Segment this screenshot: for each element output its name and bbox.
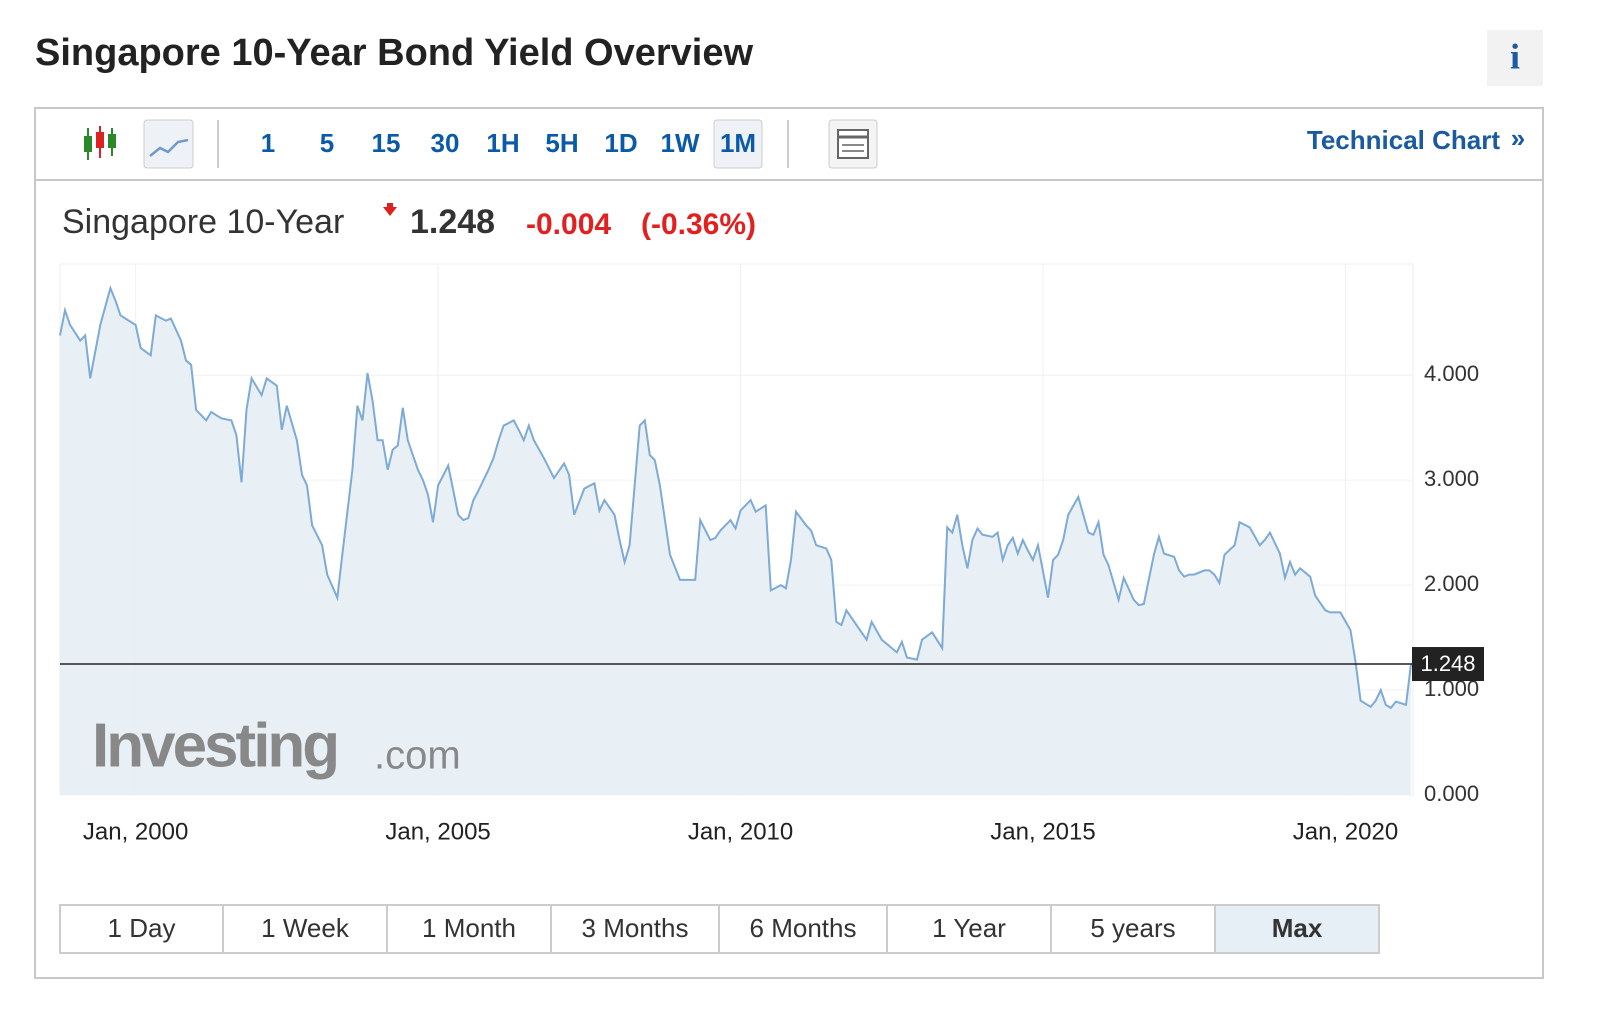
x-tick-label: Jan, 2000 [83,818,188,845]
interval-label: 1W [661,128,700,158]
icon-part [84,136,92,152]
range-bg [222,904,388,954]
area [60,288,1411,795]
range-label: 3 Months [582,913,689,943]
technical-chart-link[interactable]: Technical Chart » [1307,123,1525,155]
interval-button[interactable]: 1M [713,119,763,169]
range-label: 1 Week [261,913,350,943]
range-bg [1050,904,1216,954]
info-icon: i [1510,36,1520,76]
quote-name: Singapore 10-Year [62,203,344,241]
line-chart-icon[interactable] [143,119,194,169]
active-bg [713,119,763,169]
y-tick-label: 3.000 [1424,466,1479,491]
range-label: 1 Month [422,913,516,943]
link-arrow: » [1511,123,1525,153]
interval-button[interactable]: 15 [372,128,401,158]
range-label: 6 Months [750,913,857,943]
watermark-domain: .com [374,734,461,778]
table-icon[interactable] [828,119,878,169]
interval-button[interactable]: 1D [604,128,637,158]
x-tick-label: Jan, 2005 [385,818,490,845]
icon-part [108,134,116,148]
buttons: 1 5 15 30 1H 5H 1D 1W 1M1 Day 1 Week 1 Month 3 Mont… [59,119,1380,954]
quote-price: 1.248 [410,203,495,241]
range-bg [1214,904,1380,954]
info-bg [1487,30,1543,86]
quote-change: -0.004 [526,208,611,241]
range-button[interactable]: 5 years [1050,904,1216,954]
y-tick-label: 4.000 [1424,361,1479,386]
interval-button[interactable]: 1 [261,128,275,158]
interval-label: 1 [261,128,275,158]
interval-label: 1H [486,128,519,158]
interval-button[interactable]: 30 [431,128,460,158]
x-tick-label: Jan, 2020 [1293,818,1398,845]
interval-label: 5 [320,128,334,158]
range-label: 1 Year [932,913,1006,943]
interval-button[interactable]: 1W [661,128,700,158]
range-button[interactable]: 1 Day [59,904,224,954]
interval-button[interactable]: 5 [320,128,334,158]
range-bg [59,904,224,954]
x-tick-label: Jan, 2015 [990,818,1095,845]
range-label: Max [1272,913,1323,943]
interval-label: 30 [431,128,460,158]
y-tick-label: 2.000 [1424,571,1479,596]
range-button[interactable]: 6 Months [718,904,888,954]
x-tick-label: Jan, 2010 [688,818,793,845]
range-bg [550,904,720,954]
range-button[interactable]: 3 Months [550,904,720,954]
y-tick-label: 0.000 [1424,781,1479,806]
interval-button[interactable]: 5H [545,128,578,158]
interval-label: 1M [720,128,756,158]
range-button[interactable]: 1 Week [222,904,388,954]
info-button[interactable]: i [1487,30,1543,86]
link-text: Technical Chart [1307,125,1500,155]
range-label: 1 Day [108,913,176,943]
candle-icon[interactable] [84,126,116,160]
interval-button[interactable]: 1H [486,128,519,158]
page-title: Singapore 10-Year Bond Yield Overview [35,32,753,74]
range-bg [386,904,552,954]
interval-label: 5H [545,128,578,158]
range-button[interactable]: 1 Year [886,904,1052,954]
price-tag-label: 1.248 [1420,651,1475,676]
range-bg [718,904,888,954]
interval-label: 1D [604,128,637,158]
icon-part [96,132,104,148]
down-arrow [383,207,397,216]
watermark: Investing [92,711,337,780]
widget-frame [34,107,1544,979]
quote-change-percent: (-0.36%) [641,208,756,241]
range-button[interactable]: Max [1214,904,1380,954]
down-arrow-stem [387,203,393,208]
range-button[interactable]: 1 Month [386,904,552,954]
icon-box [143,119,194,169]
range-label: 5 years [1090,913,1175,943]
interval-label: 15 [372,128,401,158]
icon-part [149,138,189,157]
line [59,284,1412,710]
price-tag [1412,647,1484,682]
